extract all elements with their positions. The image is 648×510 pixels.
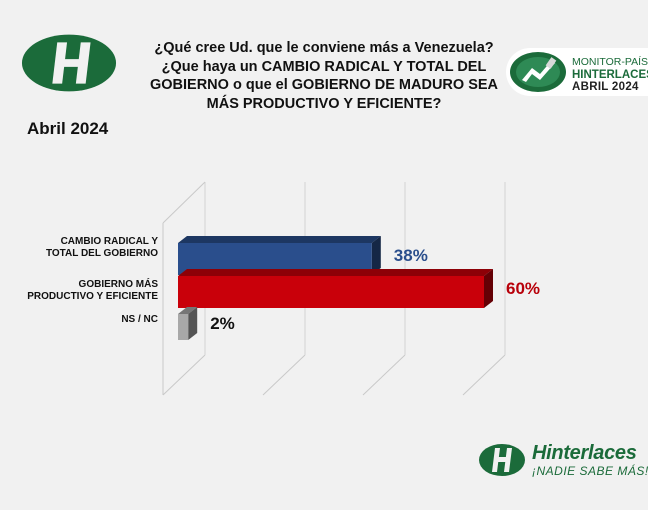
- badge-line-1: MONITOR-PAÍS: [572, 56, 648, 68]
- bar: [178, 276, 484, 308]
- gridline: [262, 354, 306, 396]
- hinterlaces-footer-icon: [479, 444, 525, 476]
- category-label-line: CAMBIO RADICAL Y: [60, 236, 158, 247]
- hinterlaces-logo-icon: [21, 34, 117, 92]
- bar-side-face: [188, 307, 198, 340]
- bar-side-face: [484, 269, 493, 308]
- gridline: [362, 354, 406, 396]
- badge-line-3: ABRIL 2024: [572, 81, 639, 93]
- value-label: 2%: [210, 314, 235, 333]
- chart-question-title: ¿Qué cree Ud. que le conviene más a Vene…: [149, 40, 499, 112]
- gridline: [162, 354, 206, 396]
- monitor-pais-badge: MONITOR-PAÍS HINTERLACES ABRIL 2024: [506, 48, 648, 96]
- category-label-gobierno-productivo: GOBIERNO MÁS PRODUCTIVO Y EFICIENTE: [27, 279, 158, 302]
- axis-line: [162, 181, 206, 224]
- survey-period: Abril 2024: [27, 119, 109, 138]
- bar-side-face: [371, 236, 381, 275]
- category-label-line: TOTAL DEL GOBIERNO: [45, 247, 158, 259]
- gridline: [462, 354, 506, 396]
- badge-line-2: HINTERLACES: [572, 68, 648, 81]
- category-label-line: GOBIERNO MÁS: [78, 279, 158, 290]
- footer-slogan: ¡NADIE SABE MÁS!: [532, 464, 648, 478]
- footer-brand: Hinterlaces: [532, 442, 637, 464]
- category-label-cambio-radical: CAMBIO RADICAL Y TOTAL DEL GOBIERNO: [46, 236, 158, 259]
- footer-logo: Hinterlaces ¡NADIE SABE MÁS!: [478, 442, 648, 482]
- category-label-line: PRODUCTIVO Y EFICIENTE: [27, 290, 158, 302]
- badge-text: MONITOR-PAÍS HINTERLACES ABRIL 2024: [572, 56, 648, 94]
- bar: [178, 314, 189, 340]
- bar-top-face: [178, 236, 381, 243]
- monitor-pais-emblem-icon: [510, 52, 566, 92]
- category-label-ns-nc: NS / NC: [121, 314, 158, 326]
- bar-top-face: [178, 269, 493, 276]
- value-label: 60%: [506, 279, 540, 298]
- bar-top-face: [178, 307, 198, 314]
- category-label-line: NS / NC: [121, 314, 158, 325]
- value-label: 38%: [394, 246, 428, 265]
